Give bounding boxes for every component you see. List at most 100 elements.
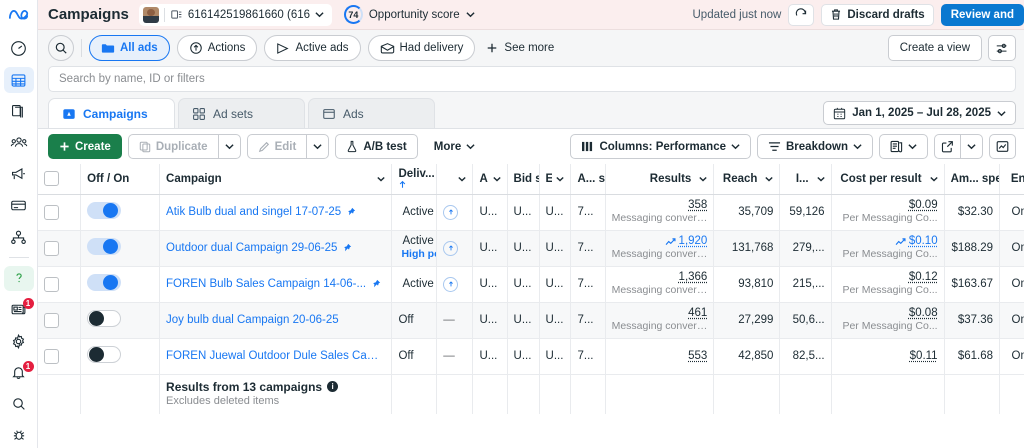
sidebar-item-assets[interactable] — [4, 224, 34, 249]
row-select[interactable] — [38, 266, 82, 303]
reports-button[interactable] — [879, 134, 928, 159]
bell-icon[interactable]: 1 — [4, 360, 34, 385]
meta-logo[interactable] — [0, 0, 38, 30]
row-checkbox[interactable] — [44, 240, 59, 256]
campaign-name-link[interactable]: FOREN Juewal Outdoor Dule Sales Cam... — [166, 350, 386, 362]
onoff-toggle[interactable] — [87, 310, 122, 327]
th-results[interactable]: Results — [605, 164, 715, 195]
pin-icon[interactable] — [371, 279, 381, 289]
tab-ads[interactable]: Ads — [308, 98, 435, 128]
th-attribution[interactable] — [436, 164, 474, 195]
th-delivery[interactable]: Deliv... — [391, 164, 438, 195]
bug-icon[interactable] — [4, 423, 34, 448]
filter-pill-actions[interactable]: Actions — [176, 35, 258, 61]
sidebar-item-billing[interactable] — [4, 193, 34, 218]
table-row[interactable]: Outdoor dual Campaign 29-06-25 Active — [38, 230, 1024, 267]
th-a[interactable]: A — [472, 164, 508, 195]
th-e[interactable]: E — [539, 164, 572, 195]
tab-campaigns[interactable]: Campaigns — [48, 98, 175, 128]
th-select-all[interactable] — [38, 164, 82, 195]
row-checkbox[interactable] — [44, 348, 59, 364]
row-select[interactable] — [38, 194, 82, 231]
table-row[interactable]: FOREN Juewal Outdoor Dule Sales Cam... O… — [38, 338, 1024, 375]
row-campaign-cell[interactable]: Outdoor dual Campaign 29-06-25 — [159, 230, 393, 267]
sidebar-item-campaigns[interactable] — [3, 67, 34, 93]
campaigns-table[interactable]: Off / On Campaign — [38, 164, 1024, 448]
sidebar-item-audiences[interactable] — [4, 130, 34, 155]
export-caret-button[interactable] — [960, 134, 983, 159]
date-range-picker[interactable]: Jan 1, 2025 – Jul 28, 2025 — [823, 101, 1016, 125]
row-campaign-cell[interactable]: FOREN Juewal Outdoor Dule Sales Cam... — [159, 338, 393, 375]
row-checkbox[interactable] — [44, 204, 59, 220]
row-campaign-cell[interactable]: FOREN Bulb Sales Campaign 14-06-... — [159, 266, 393, 303]
results-value[interactable]: 1,920 — [678, 235, 708, 247]
row-select[interactable] — [38, 338, 82, 375]
campaign-name-link[interactable]: FOREN Bulb Sales Campaign 14-06-... — [166, 278, 367, 290]
gear-icon[interactable] — [4, 328, 34, 353]
export-button[interactable] — [934, 134, 960, 159]
info-icon[interactable]: i — [327, 381, 339, 392]
sidebar-item-dashboard[interactable] — [4, 36, 34, 61]
search-icon[interactable] — [4, 391, 34, 416]
refresh-icon[interactable] — [788, 3, 815, 26]
search-input[interactable]: Search by name, ID or filters — [48, 66, 1016, 92]
filter-pill-active-ads[interactable]: Active ads — [264, 35, 361, 61]
duplicate-caret-button[interactable] — [217, 134, 241, 159]
edit-button[interactable]: Edit — [246, 134, 307, 159]
breakdown-button[interactable]: Breakdown — [757, 134, 873, 159]
sidebar-item-pages[interactable] — [4, 99, 34, 124]
row-checkbox[interactable] — [44, 312, 59, 328]
campaign-name-link[interactable]: Joy bulb dual Campaign 20-06-25 — [166, 314, 339, 326]
search-icon[interactable] — [48, 35, 74, 61]
onoff-toggle[interactable] — [87, 238, 122, 255]
opportunity-score[interactable]: 74 Opportunity score — [343, 5, 475, 24]
chart-view-button[interactable] — [989, 134, 1016, 159]
onoff-toggle[interactable] — [87, 274, 122, 291]
pin-icon[interactable] — [346, 207, 356, 217]
news-icon[interactable]: 1 — [4, 297, 34, 322]
create-button[interactable]: Create — [48, 134, 122, 159]
ab-test-button[interactable]: A/B test — [335, 134, 418, 159]
table-row[interactable]: Atik Bulb dual and singel 17-07-25 Activ… — [38, 194, 1024, 231]
th-cost-per-result[interactable]: Cost per result — [831, 164, 945, 195]
cpr-value[interactable]: $0.10 — [908, 235, 938, 247]
table-row[interactable]: FOREN Bulb Sales Campaign 14-06-... Acti… — [38, 266, 1024, 303]
table-row[interactable]: Joy bulb dual Campaign 20-06-25 Off — U.… — [38, 302, 1024, 339]
filter-pill-all-ads[interactable]: All ads — [89, 35, 170, 61]
account-selector[interactable]: 616142519861660 (6161... — [138, 3, 332, 26]
duplicate-button[interactable]: Duplicate — [127, 134, 218, 159]
pin-icon[interactable] — [342, 243, 352, 253]
campaign-name-link[interactable]: Outdoor dual Campaign 29-06-25 — [166, 242, 338, 254]
select-all-checkbox[interactable] — [44, 171, 59, 187]
th-bid-strategy[interactable]: Bid s... — [507, 164, 540, 195]
help-icon[interactable] — [3, 265, 34, 291]
row-toggle-cell[interactable] — [80, 230, 161, 267]
row-toggle-cell[interactable] — [80, 302, 161, 339]
th-impressions[interactable]: I... — [779, 164, 832, 195]
row-toggle-cell[interactable] — [80, 266, 161, 303]
tab-ad-sets[interactable]: Ad sets — [178, 98, 305, 128]
edit-caret-button[interactable] — [306, 134, 330, 159]
th-reach[interactable]: Reach — [713, 164, 781, 195]
campaign-name-link[interactable]: Atik Bulb dual and singel 17-07-25 — [166, 206, 342, 218]
sliders-icon[interactable] — [988, 35, 1016, 61]
row-campaign-cell[interactable]: Joy bulb dual Campaign 20-06-25 — [159, 302, 393, 339]
columns-button[interactable]: Columns: Performance — [570, 134, 751, 159]
row-checkbox[interactable] — [44, 276, 59, 292]
row-toggle-cell[interactable] — [80, 338, 161, 375]
th-off-on[interactable]: Off / On — [80, 164, 161, 195]
create-a-view-button[interactable]: Create a view — [887, 35, 982, 61]
row-toggle-cell[interactable] — [80, 194, 161, 231]
row-select[interactable] — [38, 302, 82, 339]
th-amount-spent[interactable]: Am... spent — [944, 164, 1001, 195]
filter-pill-had-delivery[interactable]: Had delivery — [367, 35, 476, 61]
sidebar-item-advertise[interactable] — [4, 162, 34, 187]
th-campaign[interactable]: Campaign — [159, 164, 393, 195]
row-campaign-cell[interactable]: Atik Bulb dual and singel 17-07-25 — [159, 194, 393, 231]
see-more-button[interactable]: See more — [482, 35, 565, 61]
onoff-toggle[interactable] — [87, 202, 122, 219]
more-button[interactable]: More — [424, 134, 485, 159]
discard-drafts-button[interactable]: Discard drafts — [821, 3, 934, 26]
review-and-publish-button[interactable]: Review and — [940, 3, 1024, 26]
th-ad-set-budget[interactable]: A... s... — [570, 164, 606, 195]
